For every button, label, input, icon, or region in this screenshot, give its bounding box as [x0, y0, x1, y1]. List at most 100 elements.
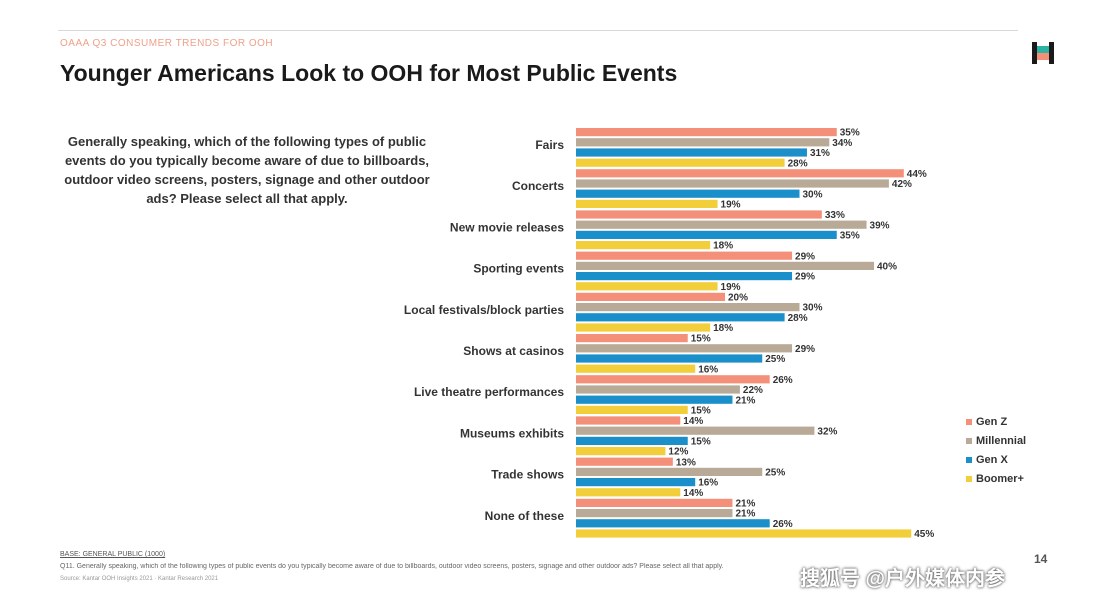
- bar-local-festivals-block-parties-gen-z: [576, 292, 725, 301]
- legend-item-gen-x: Gen X: [966, 450, 1026, 469]
- bar-none-of-these-millennial: [576, 509, 733, 518]
- watermark: 搜狐号 @户外媒体内参: [800, 568, 1006, 590]
- bar-none-of-these-boomer: [576, 529, 912, 538]
- bar-shows-at-casinos-millennial: [576, 344, 793, 353]
- data-label-fairs-gen-z: 35%: [840, 128, 860, 139]
- bar-museums-exhibits-boomer: [576, 447, 666, 456]
- page-number: 14: [1034, 552, 1048, 566]
- data-label-museums-exhibits-millennial: 32%: [817, 426, 837, 437]
- oaaa-logo-icon: [1030, 40, 1056, 66]
- category-label-trade-shows: Trade shows: [491, 468, 564, 482]
- bar-none-of-these-gen-x: [576, 519, 770, 528]
- data-label-concerts-gen-z: 44%: [907, 169, 927, 180]
- data-label-none-of-these-boomer: 45%: [914, 529, 934, 540]
- bar-new-movie-releases-gen-x: [576, 230, 837, 239]
- legend-label-boomer: Boomer+: [976, 472, 1024, 485]
- legend-swatch-gen-x: [966, 456, 972, 463]
- footnote: Q11. Generally speaking, which of the fo…: [60, 563, 724, 570]
- data-label-new-movie-releases-boomer: 18%: [713, 241, 733, 252]
- legend-item-boomer: Boomer+: [966, 469, 1026, 488]
- bar-trade-shows-boomer: [576, 488, 681, 497]
- bar-new-movie-releases-boomer: [576, 241, 711, 250]
- bar-shows-at-casinos-boomer: [576, 364, 696, 373]
- bar-shows-at-casinos-gen-x: [576, 354, 763, 363]
- bar-live-theatre-performances-gen-x: [576, 395, 733, 404]
- category-label-fairs: Fairs: [535, 138, 564, 152]
- legend-label-millennial: Millennial: [976, 434, 1027, 447]
- data-label-concerts-millennial: 42%: [892, 179, 912, 190]
- category-label-live-theatre-performances: Live theatre performances: [414, 385, 564, 399]
- data-label-local-festivals-block-parties-boomer: 18%: [713, 323, 733, 334]
- survey-question: Generally speaking, which of the followi…: [64, 134, 430, 206]
- bar-fairs-boomer: [576, 158, 785, 167]
- category-label-none-of-these: None of these: [485, 509, 565, 523]
- bar-sporting-events-gen-x: [576, 272, 793, 281]
- bar-shows-at-casinos-gen-z: [576, 334, 688, 343]
- bar-museums-exhibits-gen-x: [576, 436, 688, 445]
- data-label-none-of-these-gen-z: 21%: [735, 499, 755, 510]
- data-label-concerts-gen-x: 30%: [803, 189, 823, 200]
- bar-local-festivals-block-parties-gen-x: [576, 313, 785, 322]
- page-title: Younger Americans Look to OOH for Most P…: [60, 60, 678, 86]
- data-label-live-theatre-performances-gen-z: 26%: [773, 375, 793, 386]
- bar-concerts-boomer: [576, 199, 718, 208]
- bar-concerts-gen-x: [576, 189, 800, 198]
- legend-label-gen-x: Gen X: [976, 453, 1008, 466]
- data-label-live-theatre-performances-boomer: 15%: [691, 406, 711, 417]
- data-label-shows-at-casinos-boomer: 16%: [698, 364, 718, 375]
- data-label-museums-exhibits-gen-z: 14%: [683, 416, 703, 427]
- category-label-concerts: Concerts: [512, 179, 564, 193]
- top-divider: [58, 30, 1018, 31]
- bar-fairs-gen-x: [576, 148, 807, 157]
- bar-live-theatre-performances-boomer: [576, 405, 688, 414]
- data-label-trade-shows-boomer: 14%: [683, 488, 703, 499]
- data-label-trade-shows-millennial: 25%: [765, 468, 785, 479]
- data-label-new-movie-releases-millennial: 39%: [870, 220, 890, 231]
- bar-live-theatre-performances-millennial: [576, 385, 740, 394]
- bar-sporting-events-gen-z: [576, 251, 793, 260]
- legend-swatch-millennial: [966, 437, 972, 444]
- data-label-concerts-boomer: 19%: [721, 200, 741, 211]
- legend-swatch-gen-z: [966, 418, 972, 425]
- data-label-fairs-millennial: 34%: [832, 138, 852, 149]
- data-label-fairs-gen-x: 31%: [810, 148, 830, 159]
- report-kicker: OAAA Q3 CONSUMER TRENDS FOR OOH: [60, 38, 274, 49]
- legend-label-gen-z: Gen Z: [976, 415, 1008, 428]
- data-label-sporting-events-millennial: 40%: [877, 262, 897, 273]
- bar-museums-exhibits-millennial: [576, 426, 815, 435]
- data-label-museums-exhibits-gen-x: 15%: [691, 437, 711, 448]
- data-label-live-theatre-performances-gen-x: 21%: [735, 395, 755, 406]
- data-label-trade-shows-gen-z: 13%: [676, 457, 696, 468]
- data-label-local-festivals-block-parties-millennial: 30%: [803, 303, 823, 314]
- bar-sporting-events-millennial: [576, 261, 874, 270]
- bar-local-festivals-block-parties-millennial: [576, 303, 800, 312]
- data-label-trade-shows-gen-x: 16%: [698, 478, 718, 489]
- bar-local-festivals-block-parties-boomer: [576, 323, 711, 332]
- bar-none-of-these-gen-z: [576, 498, 733, 507]
- data-label-fairs-boomer: 28%: [788, 158, 808, 169]
- bar-new-movie-releases-millennial: [576, 220, 867, 229]
- data-label-sporting-events-gen-z: 29%: [795, 251, 815, 262]
- bar-fairs-gen-z: [576, 128, 837, 137]
- category-label-new-movie-releases: New movie releases: [450, 220, 564, 234]
- data-label-live-theatre-performances-millennial: 22%: [743, 385, 763, 396]
- category-label-museums-exhibits: Museums exhibits: [460, 426, 564, 440]
- bar-concerts-gen-z: [576, 169, 904, 178]
- bar-sporting-events-boomer: [576, 282, 718, 291]
- data-label-none-of-these-gen-x: 26%: [773, 519, 793, 530]
- bar-trade-shows-millennial: [576, 467, 763, 476]
- source-note: Source: Kantar OOH Insights 2021 · Kanta…: [60, 576, 219, 582]
- bar-new-movie-releases-gen-z: [576, 210, 822, 219]
- chart-legend: Gen Z Millennial Gen X Boomer+: [966, 412, 1026, 488]
- bar-trade-shows-gen-x: [576, 478, 696, 487]
- data-label-museums-exhibits-boomer: 12%: [668, 447, 688, 458]
- data-label-new-movie-releases-gen-z: 33%: [825, 210, 845, 221]
- bar-museums-exhibits-gen-z: [576, 416, 681, 425]
- bar-fairs-millennial: [576, 138, 830, 147]
- data-label-shows-at-casinos-gen-x: 25%: [765, 354, 785, 365]
- data-label-local-festivals-block-parties-gen-z: 20%: [728, 293, 748, 304]
- data-label-none-of-these-millennial: 21%: [735, 509, 755, 520]
- legend-swatch-boomer: [966, 475, 972, 482]
- data-label-new-movie-releases-gen-x: 35%: [840, 231, 860, 242]
- bar-concerts-millennial: [576, 179, 889, 188]
